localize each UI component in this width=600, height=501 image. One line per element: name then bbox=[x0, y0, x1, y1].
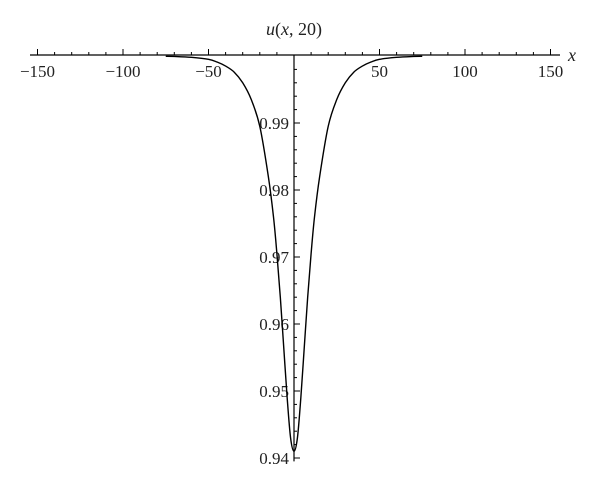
x-tick-label: −100 bbox=[105, 62, 140, 81]
ticks bbox=[37, 49, 551, 459]
x-tick-label: −150 bbox=[20, 62, 55, 81]
x-tick-label: 150 bbox=[538, 62, 564, 81]
x-axis-label: x bbox=[567, 45, 576, 65]
y-tick-label: 0.98 bbox=[259, 181, 289, 200]
y-axis-label: u(x, 20) bbox=[266, 19, 322, 40]
axes bbox=[30, 54, 560, 462]
x-tick-label: 50 bbox=[371, 62, 388, 81]
tick-labels: −150 −100 −50 50 100 150 0.94 0.95 0.96 0.97 0.98 0… bbox=[20, 62, 563, 468]
series-line-u bbox=[165, 55, 423, 453]
y-tick-label: 0.95 bbox=[259, 382, 289, 401]
y-tick-label: 0.97 bbox=[259, 248, 289, 267]
y-tick-label: 0.96 bbox=[259, 315, 289, 334]
y-tick-label: 0.94 bbox=[259, 449, 289, 468]
x-tick-label: −50 bbox=[195, 62, 222, 81]
x-tick-label: 100 bbox=[452, 62, 478, 81]
y-tick-label: 0.99 bbox=[259, 114, 289, 133]
